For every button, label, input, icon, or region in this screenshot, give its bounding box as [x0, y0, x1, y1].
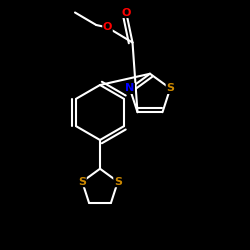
Text: O: O [122, 8, 131, 18]
Text: S: S [166, 84, 174, 94]
Text: O: O [103, 22, 112, 32]
Text: N: N [125, 84, 134, 94]
Text: S: S [78, 177, 86, 187]
Text: S: S [114, 177, 122, 187]
